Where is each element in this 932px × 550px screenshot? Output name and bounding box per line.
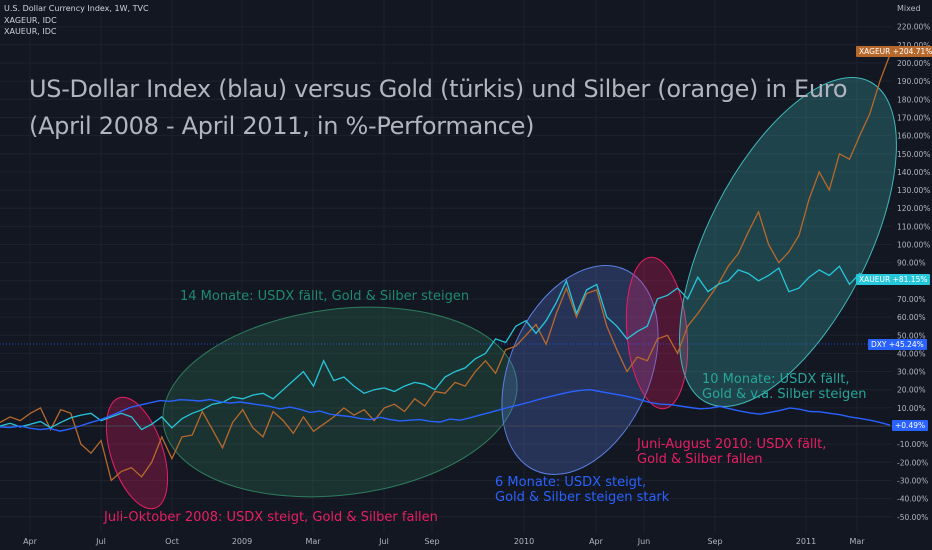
y-tick-label: 150.00% <box>897 150 930 159</box>
y-tick-label: 90.00% <box>897 259 926 268</box>
y-tick-label: 190.00% <box>897 77 930 86</box>
ellipse-14-monate <box>162 306 518 498</box>
y-axis-tick-labels: 220.00% 210.00% 200.00% 190.00% 180.00% 170.0… <box>897 23 930 522</box>
y-tick-label: 180.00% <box>897 95 930 104</box>
y-tick-label: 120.00% <box>897 204 930 213</box>
x-tick-label: Mar <box>849 537 865 546</box>
y-tick-label: 220.00% <box>897 23 930 32</box>
x-tick-label: Jul <box>95 537 106 546</box>
chart-title-line1: US-Dollar Index (blau) versus Gold (türk… <box>29 75 848 103</box>
price-tag-dxy: DXY +45.24% <box>868 339 927 350</box>
y-tick-label: -10.00% <box>897 440 928 449</box>
annotation-14-monate: 14 Monate: USDX fällt, Gold & Silber ste… <box>180 289 470 304</box>
header-symbol-xageur[interactable]: XAGEUR, IDC <box>4 16 57 25</box>
y-tick-label: 50.00% <box>897 331 926 340</box>
annotation-juni-aug-2010-line1: Juni-August 2010: USDX fällt, <box>637 437 827 452</box>
y-tick-label: 170.00% <box>897 113 930 122</box>
price-tag-xaueur-symbol: XAUEUR <box>859 275 891 284</box>
x-tick-label: Sep <box>707 537 722 546</box>
annotation-jul-oct-2008: Juli-Oktober 2008: USDX steigt, Gold & S… <box>104 510 438 525</box>
series-line-dxy <box>0 388 891 432</box>
y-tick-label: 20.00% <box>897 386 926 395</box>
y-tick-label: 130.00% <box>897 186 930 195</box>
series-line-xaueur <box>0 265 891 431</box>
x-tick-label: 2011 <box>796 537 816 546</box>
price-tag-xageur-symbol: XAGEUR <box>859 47 891 56</box>
annotation-6-monate-line2: Gold & Silber steigen stark <box>495 490 670 505</box>
x-tick-label: Oct <box>165 537 179 546</box>
y-tick-label: 210.00% <box>897 41 930 50</box>
series-line-xageur <box>0 54 891 482</box>
annotation-10-monate-line2: Gold & v.a. Silber steigen <box>702 387 867 402</box>
ellipse-juni-aug-2010 <box>625 256 689 410</box>
annotation-ellipses <box>105 77 897 510</box>
y-tick-label: -40.00% <box>897 495 928 504</box>
ellipse-jul-oct-2008 <box>105 396 169 510</box>
y-tick-label: -20.00% <box>897 458 928 467</box>
price-tag-xageur-value: +204.71% <box>892 47 932 56</box>
x-tick-label: Jul <box>378 537 389 546</box>
x-axis-tick-labels: Apr Jul Oct 2009 Mar Jul Sep 2010 Apr Jun Sep 2011 M… <box>23 537 865 546</box>
x-tick-label: 2009 <box>232 537 252 546</box>
ellipse-6-monate <box>501 265 659 475</box>
chart-title-line2: (April 2008 - April 2011, in %-Performan… <box>29 112 535 140</box>
price-tag-xaueur: XAUEUR +81.15% <box>856 274 931 285</box>
y-tick-label: -30.00% <box>897 476 928 485</box>
annotation-10-monate-line1: 10 Monate: USDX fällt, <box>702 372 850 387</box>
y-tick-label: 160.00% <box>897 132 930 141</box>
header-symbol-xaueur[interactable]: XAUEUR, IDC <box>4 27 57 36</box>
y-tick-label: 30.00% <box>897 368 926 377</box>
scale-mode-label[interactable]: Mixed <box>897 4 921 13</box>
y-tick-label: 40.00% <box>897 349 926 358</box>
y-tick-label: 140.00% <box>897 168 930 177</box>
y-tick-label: 100.00% <box>897 241 930 250</box>
y-tick-label: 110.00% <box>897 222 930 231</box>
x-tick-label: Sep <box>424 537 439 546</box>
y-tick-label: 10.00% <box>897 404 926 413</box>
price-tag-dxy-value: +45.24% <box>888 340 924 349</box>
y-tick-label: 200.00% <box>897 59 930 68</box>
price-tag-dxy-symbol: DXY <box>871 340 887 349</box>
header-symbol-dxy[interactable]: U.S. Dollar Currency Index, 1W, TVC <box>4 4 149 13</box>
annotation-6-monate-line1: 6 Monate: USDX steigt, <box>495 475 647 490</box>
y-tick-label: 70.00% <box>897 295 926 304</box>
x-tick-label: Jun <box>637 537 651 546</box>
x-tick-label: Apr <box>23 537 38 546</box>
price-tag-xageur: XAGEUR +204.71% <box>856 46 932 57</box>
x-tick-label: Apr <box>589 537 604 546</box>
y-tick-label: 60.00% <box>897 313 926 322</box>
last-value-tag-dxy: +0.49% <box>892 420 929 431</box>
price-tag-xaueur-value: +81.15% <box>892 275 928 284</box>
series-group <box>0 54 891 482</box>
y-tick-label: -50.00% <box>897 513 928 522</box>
x-tick-label: Mar <box>305 537 321 546</box>
x-tick-label: 2010 <box>514 537 534 546</box>
annotation-juni-aug-2010-line2: Gold & Silber fallen <box>637 452 763 467</box>
